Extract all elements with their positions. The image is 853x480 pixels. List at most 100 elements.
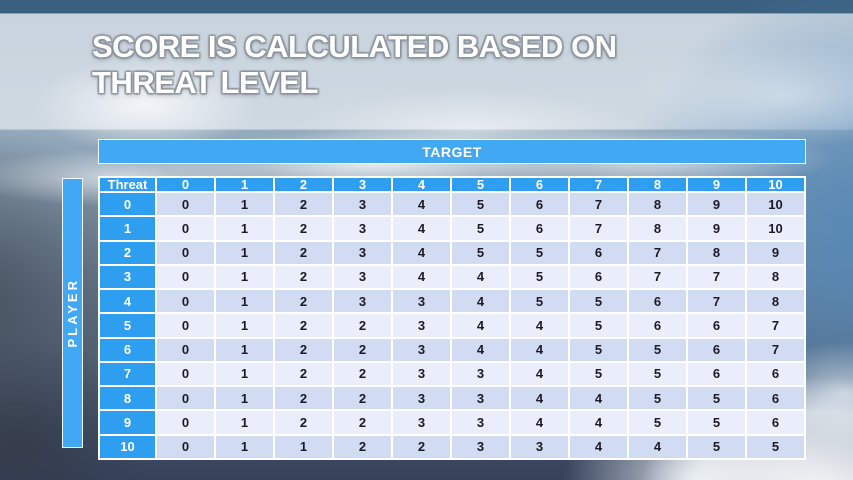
score-cell: 0 [155,190,216,218]
score-cell: 1 [214,215,275,242]
score-cell: 0 [155,263,216,291]
score-cell: 6 [686,336,747,363]
score-cell: 1 [214,360,275,388]
score-cell: 6 [745,360,806,388]
score-cell: 2 [273,312,334,339]
score-cell: 4 [568,385,629,412]
score-cell: 3 [332,239,393,266]
score-cell: 5 [686,409,747,436]
score-cell: 6 [568,263,629,291]
score-cell: 3 [391,409,452,436]
score-cell: 4 [509,385,570,412]
score-cell: 4 [509,336,570,363]
score-cell: 1 [214,263,275,291]
target-col-header-10: 10 [745,176,806,193]
score-cell: 3 [450,385,511,412]
score-cell: 1 [214,336,275,363]
score-cell: 4 [568,409,629,436]
target-col-header-6: 6 [509,176,570,193]
score-cell: 3 [391,312,452,339]
score-cell: 2 [273,190,334,218]
score-cell: 5 [509,288,570,315]
score-cell: 1 [214,312,275,339]
score-cell: 2 [273,239,334,266]
score-cell: 2 [391,433,452,461]
score-cell: 1 [273,433,334,461]
score-cell: 3 [450,409,511,436]
target-col-header-8: 8 [627,176,688,193]
score-cell: 1 [214,409,275,436]
title-line-2: THREAT LEVEL [92,65,318,100]
score-cell: 3 [332,288,393,315]
score-cell: 4 [568,433,629,461]
score-cell: 5 [568,360,629,388]
score-cell: 5 [627,409,688,436]
score-cell: 0 [155,360,216,388]
threat-row-header-5: 5 [98,312,157,339]
score-row-threat-1: 1 0 1 2 3 4 5 6 7 8 9 10 [98,215,806,242]
score-cell: 4 [391,215,452,242]
score-cell: 5 [568,312,629,339]
score-cell: 2 [273,215,334,242]
score-cell: 5 [745,433,806,461]
score-cell: 7 [745,336,806,363]
score-cell: 5 [450,239,511,266]
score-cell: 5 [686,433,747,461]
score-cell: 7 [627,263,688,291]
target-col-header-9: 9 [686,176,747,193]
score-cell: 10 [745,215,806,242]
score-cell: 5 [450,190,511,218]
threat-row-header-1: 1 [98,215,157,242]
score-row-threat-0: 0 0 1 2 3 4 5 6 7 8 9 10 [98,190,806,218]
score-cell: 4 [391,239,452,266]
threat-row-header-8: 8 [98,385,157,412]
score-cell: 1 [214,385,275,412]
score-cell: 7 [568,190,629,218]
score-cell: 6 [745,409,806,436]
score-cell: 2 [273,288,334,315]
score-cell: 1 [214,433,275,461]
score-cell: 2 [273,336,334,363]
score-cell: 3 [391,288,452,315]
threat-row-header-9: 9 [98,409,157,436]
score-cell: 10 [745,190,806,218]
score-row-threat-10: 10 0 1 1 2 2 3 3 4 4 5 5 [98,433,806,461]
score-cell: 2 [332,312,393,339]
score-cell: 6 [509,190,570,218]
score-cell: 8 [627,215,688,242]
target-col-header-0: 0 [155,176,216,193]
threat-row-header-10: 10 [98,433,157,461]
score-cell: 8 [627,190,688,218]
threat-row-header-2: 2 [98,239,157,266]
score-cell: 4 [450,312,511,339]
score-cell: 7 [568,215,629,242]
target-col-header-1: 1 [214,176,275,193]
score-cell: 4 [450,288,511,315]
score-cell: 2 [273,263,334,291]
score-cell: 5 [568,336,629,363]
target-axis-label: TARGET [98,139,806,164]
score-cell: 2 [332,336,393,363]
score-cell: 0 [155,433,216,461]
score-cell: 3 [332,215,393,242]
score-cell: 5 [509,263,570,291]
score-cell: 4 [391,263,452,291]
score-cell: 4 [509,360,570,388]
score-cell: 4 [450,263,511,291]
score-cell: 4 [391,190,452,218]
score-cell: 2 [273,409,334,436]
score-cell: 3 [391,336,452,363]
score-cell: 4 [450,336,511,363]
score-cell: 1 [214,190,275,218]
score-cell: 0 [155,336,216,363]
threat-row-header-3: 3 [98,263,157,291]
score-cell: 2 [332,409,393,436]
